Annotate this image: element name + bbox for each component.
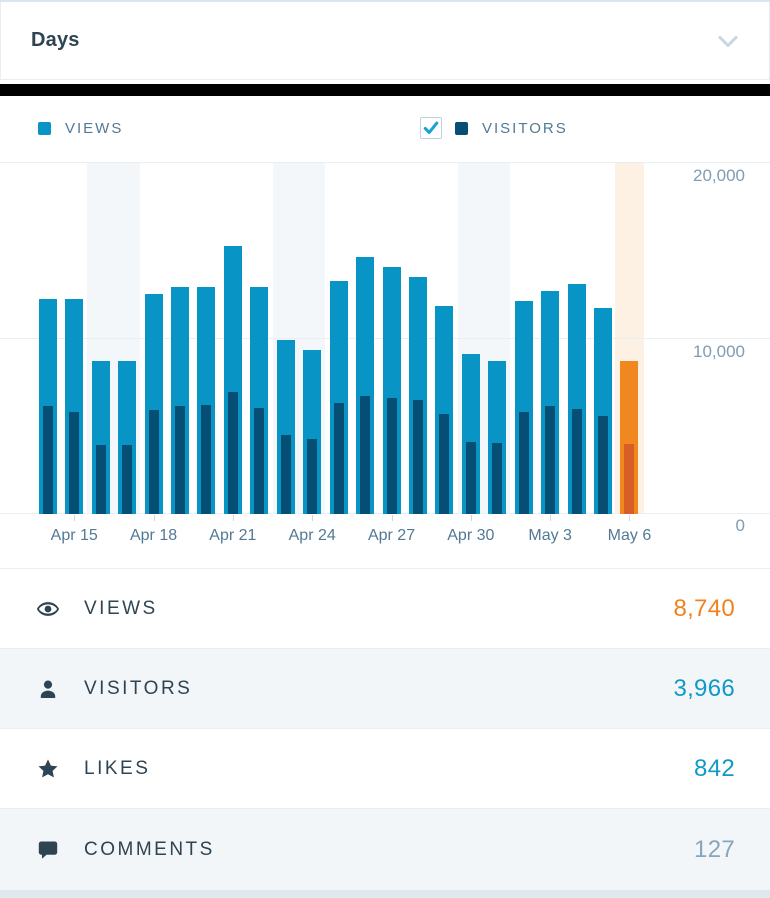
y-axis-label-20000: 20,000 <box>693 166 745 185</box>
summary-row-visitors[interactable]: VISITORS 3,966 <box>0 648 770 728</box>
period-selector[interactable]: Days <box>0 2 770 80</box>
visitors-bar[interactable] <box>122 445 133 514</box>
chart-plot <box>0 162 770 514</box>
visitors-checkbox[interactable] <box>420 117 442 139</box>
visitors-bar[interactable] <box>492 443 503 514</box>
summary-label: VIEWS <box>84 597 158 619</box>
x-tick-label: May 6 <box>607 527 652 544</box>
separator-bar <box>0 84 770 96</box>
visitors-bar[interactable] <box>598 416 609 514</box>
visitors-bar[interactable] <box>386 398 397 514</box>
legend-visitors: VISITORS <box>420 117 568 139</box>
summary-list: VIEWS 8,740 VISITORS 3,966 LIKES 842 <box>0 568 770 890</box>
x-tick <box>550 515 552 521</box>
visitors-bar[interactable] <box>571 409 582 514</box>
visitors-bar[interactable] <box>254 408 265 514</box>
summary-label: COMMENTS <box>84 838 215 860</box>
star-icon <box>36 757 60 781</box>
visitors-bar[interactable] <box>175 406 185 514</box>
gridline <box>0 162 770 163</box>
visitors-bar[interactable] <box>518 412 529 514</box>
x-axis: Apr 15 Apr 18 Apr 21 Apr 24 Apr 27 Apr 30 May … <box>0 514 770 566</box>
person-icon <box>36 677 60 701</box>
visitors-swatch <box>455 121 468 135</box>
eye-icon <box>36 597 60 621</box>
views-value: 8,740 <box>673 594 735 622</box>
visitors-bar[interactable] <box>624 444 635 514</box>
comment-icon <box>36 838 60 862</box>
x-tick <box>391 515 393 521</box>
visitors-bar[interactable] <box>42 406 53 514</box>
visitors-bar[interactable] <box>69 412 80 514</box>
x-tick-label: Apr 30 <box>447 527 495 544</box>
bottom-edge <box>0 890 770 898</box>
visitors-bar[interactable] <box>148 410 159 514</box>
visitors-value: 3,966 <box>673 674 735 702</box>
x-tick-label: May 3 <box>528 527 572 544</box>
x-tick-label: Apr 18 <box>129 527 178 544</box>
views-legend-label: VIEWS <box>65 120 124 137</box>
x-tick <box>153 515 155 521</box>
x-tick-label: Apr 24 <box>288 527 336 544</box>
summary-label: VISITORS <box>84 677 193 699</box>
visitors-legend-label: VISITORS <box>482 119 568 137</box>
x-tick <box>232 515 234 521</box>
summary-label: LIKES <box>84 757 151 779</box>
x-tick <box>470 515 472 521</box>
visitors-bar[interactable] <box>412 400 423 514</box>
y-axis-label-10000: 10,000 <box>693 342 745 361</box>
visitors-bar[interactable] <box>307 439 318 514</box>
chart-legend: VIEWS VISITORS <box>0 96 770 162</box>
x-tick <box>74 515 76 521</box>
visitors-bar[interactable] <box>280 435 291 514</box>
comments-value: 127 <box>694 835 735 863</box>
checkmark-icon <box>423 121 439 134</box>
visitors-bar[interactable] <box>95 445 106 514</box>
visitors-bar[interactable] <box>227 392 238 514</box>
chevron-down-icon[interactable] <box>715 28 741 54</box>
summary-row-likes[interactable]: LIKES 842 <box>0 728 770 808</box>
x-tick-label: Apr 21 <box>209 527 257 544</box>
top-border <box>0 0 770 2</box>
y-axis-label-0: 0 <box>735 516 745 535</box>
visitors-bar[interactable] <box>201 405 212 514</box>
visitors-bar[interactable] <box>439 414 450 514</box>
visitors-bar[interactable] <box>360 396 371 514</box>
page-title: Days <box>31 29 80 51</box>
legend-views: VIEWS <box>38 120 123 137</box>
x-tick <box>312 515 314 521</box>
summary-row-views[interactable]: VIEWS 8,740 <box>0 568 770 648</box>
visitors-bar[interactable] <box>465 442 476 514</box>
visitors-bar[interactable] <box>545 406 556 514</box>
x-tick-label: Apr 27 <box>367 527 416 544</box>
likes-value: 842 <box>694 754 735 782</box>
x-tick-label: Apr 15 <box>50 527 98 544</box>
visitors-bar[interactable] <box>333 403 344 514</box>
views-swatch <box>38 122 51 135</box>
summary-row-comments[interactable]: COMMENTS 127 <box>0 808 770 890</box>
x-tick <box>629 515 631 521</box>
